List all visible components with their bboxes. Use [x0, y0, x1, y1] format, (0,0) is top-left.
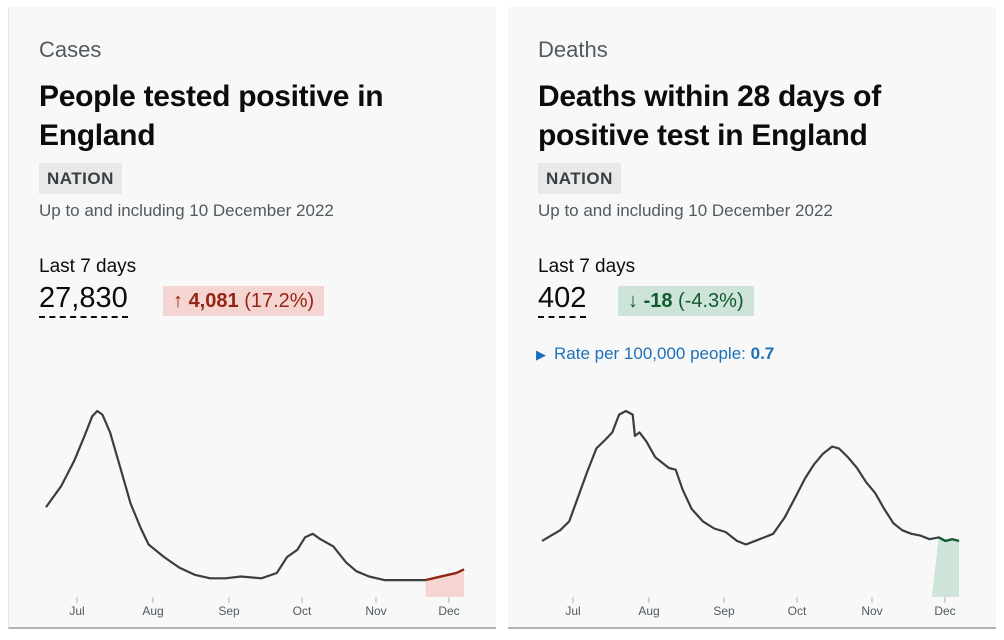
- area-type-tag: NATION: [538, 163, 621, 194]
- series-line: [541, 409, 960, 546]
- recent-series-line: [938, 536, 960, 543]
- change-percent: (17.2%): [244, 290, 315, 312]
- series-line: [45, 409, 465, 582]
- cases-sparkline-chart[interactable]: Jul Aug Sep Oct Nov Dec: [9, 367, 497, 629]
- metric-value[interactable]: 27,830: [39, 281, 128, 318]
- last-7-days-highlight: [931, 537, 959, 597]
- card-title[interactable]: Deaths within 28 days of positive test i…: [538, 80, 881, 152]
- rate-value: 0.7: [750, 344, 775, 363]
- deaths-card: Deaths Deaths within 28 days of positive…: [508, 7, 996, 629]
- arrow-up-icon: ↑: [173, 290, 183, 312]
- metric-value[interactable]: 402: [538, 281, 587, 318]
- change-amount: -18: [643, 290, 673, 312]
- rate-disclosure[interactable]: ▶ Rate per 100,000 people: 0.7: [536, 344, 774, 364]
- metric-label: Last 7 days: [538, 256, 636, 277]
- card-caption: Cases: [39, 37, 102, 62]
- metric-label: Last 7 days: [39, 256, 137, 277]
- change-badge: ↑ 4,081 (17.2%): [163, 286, 325, 316]
- x-tick-label: Nov: [861, 604, 882, 618]
- x-tick-label: Aug: [638, 604, 659, 618]
- x-tick-label: Sep: [713, 604, 735, 618]
- updated-date: Up to and including 10 December 2022: [39, 201, 334, 220]
- x-tick-label: Jul: [69, 604, 84, 618]
- recent-series-line: [425, 568, 465, 582]
- change-badge: ↓ -18 (-4.3%): [618, 286, 754, 316]
- card-title[interactable]: People tested positive in England: [39, 80, 384, 152]
- x-tick-label: Oct: [788, 604, 807, 618]
- change-percent: (-4.3%): [678, 290, 744, 312]
- last-7-days-highlight: [425, 569, 464, 597]
- x-tick-label: Aug: [142, 604, 163, 618]
- rate-label: Rate per 100,000 people:: [554, 344, 746, 363]
- x-tick-label: Dec: [934, 604, 955, 618]
- x-tick-label: Dec: [438, 604, 459, 618]
- deaths-sparkline-chart[interactable]: Jul Aug Sep Oct Nov Dec: [508, 367, 996, 629]
- change-amount: 4,081: [188, 290, 239, 312]
- updated-date: Up to and including 10 December 2022: [538, 201, 833, 220]
- area-type-tag: NATION: [39, 163, 122, 194]
- x-tick-label: Sep: [218, 604, 240, 618]
- card-caption: Deaths: [538, 37, 608, 62]
- x-tick-label: Oct: [293, 604, 312, 618]
- triangle-right-icon: ▶: [536, 347, 546, 362]
- x-tick-label: Jul: [565, 604, 580, 618]
- arrow-down-icon: ↓: [628, 290, 638, 312]
- x-tick-label: Nov: [365, 604, 386, 618]
- cases-card: Cases People tested positive in England …: [8, 7, 496, 629]
